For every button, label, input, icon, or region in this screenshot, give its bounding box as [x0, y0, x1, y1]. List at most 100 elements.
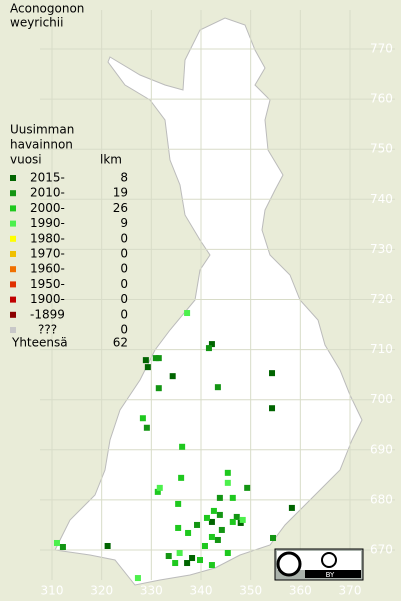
y-tick-label: 690 — [370, 442, 393, 456]
x-tick-label: 320 — [90, 584, 113, 598]
observation — [197, 557, 204, 564]
observation — [142, 357, 149, 364]
observation — [288, 504, 295, 511]
observation — [154, 488, 161, 495]
legend-swatch — [10, 327, 16, 333]
observation — [172, 560, 179, 567]
legend-count: 0 — [120, 307, 128, 321]
license-badge: BY — [274, 548, 364, 581]
y-tick-label: 730 — [370, 242, 393, 256]
observation — [144, 364, 151, 371]
observation — [208, 533, 215, 540]
observation — [185, 529, 192, 536]
observation — [208, 562, 215, 569]
legend-count: 0 — [120, 231, 128, 245]
observation — [224, 479, 231, 486]
grid — [40, 10, 395, 580]
legend-label: 1990- — [30, 216, 65, 230]
legend-count: 0 — [120, 323, 128, 337]
legend-total-label: Yhteensä — [11, 336, 68, 350]
observations — [53, 310, 295, 582]
legend-heading: lkm — [100, 153, 122, 167]
x-tick-label: 310 — [41, 584, 64, 598]
observation — [194, 521, 201, 528]
observation — [214, 536, 221, 543]
y-tick-label: 720 — [370, 292, 393, 306]
x-tick-label: 330 — [140, 584, 163, 598]
observation — [237, 519, 244, 526]
legend-swatch — [10, 251, 16, 257]
legend-swatch — [10, 190, 16, 197]
legend-count: 8 — [120, 171, 128, 185]
y-tick-label: 740 — [370, 192, 393, 206]
observation — [175, 524, 182, 531]
observation — [269, 370, 276, 377]
observation — [53, 539, 60, 546]
legend-swatch — [10, 311, 16, 318]
legend-swatch — [10, 281, 16, 288]
legend-label: 1900- — [30, 292, 65, 306]
observation — [184, 560, 191, 567]
observation — [59, 543, 66, 550]
observation — [175, 500, 182, 507]
legend-swatch — [10, 220, 16, 227]
observation — [224, 469, 231, 476]
legend-swatch — [10, 175, 16, 181]
legend-total: 62 — [113, 336, 128, 350]
observation — [214, 384, 221, 391]
legend-swatch — [10, 296, 16, 303]
observation — [218, 526, 225, 533]
legend-heading: havainnon — [10, 138, 73, 152]
legend-heading: vuosi — [10, 153, 42, 167]
observation — [239, 516, 246, 523]
legend-count: 0 — [120, 292, 128, 306]
legend-label: 1980- — [30, 231, 65, 245]
observation — [178, 474, 185, 481]
y-tick-label: 670 — [370, 543, 393, 557]
legend-label: 1960- — [30, 262, 65, 276]
legend-count: 0 — [120, 277, 128, 291]
legend-label: -1899 — [30, 307, 65, 321]
legend-swatch — [10, 235, 16, 242]
legend-label: 1950- — [30, 277, 65, 291]
observation — [208, 518, 215, 525]
observation — [203, 514, 210, 521]
observation — [179, 443, 186, 450]
observation — [244, 484, 251, 491]
observation — [155, 385, 162, 392]
title: Aconogonon — [10, 2, 84, 16]
y-tick-label: 710 — [370, 342, 393, 356]
observation — [139, 415, 146, 422]
y-tick-label: 680 — [370, 492, 393, 506]
legend-label: 2010- — [30, 186, 65, 200]
observation — [205, 345, 212, 352]
legend-count: 26 — [113, 201, 128, 215]
observation — [155, 355, 162, 362]
y-tick-label: 770 — [370, 42, 393, 56]
observation — [169, 373, 176, 380]
observation — [210, 507, 217, 514]
observation — [104, 542, 111, 549]
observation — [216, 511, 223, 518]
legend-swatch — [10, 205, 16, 212]
legend-label: 2015- — [30, 171, 65, 185]
legend-swatch — [10, 266, 16, 273]
observation — [269, 405, 276, 412]
observation — [224, 550, 231, 557]
observation — [208, 341, 215, 348]
observation — [229, 494, 236, 501]
observation — [156, 484, 163, 491]
legend-count: 0 — [120, 262, 128, 276]
y-tick-label: 700 — [370, 392, 393, 406]
observation — [176, 550, 183, 557]
observation — [229, 518, 236, 525]
observation — [270, 534, 277, 541]
observation — [233, 513, 240, 520]
observation — [189, 555, 196, 562]
legend-label: 1970- — [30, 247, 65, 261]
x-tick-label: 370 — [339, 584, 362, 598]
y-tick-label: 750 — [370, 142, 393, 156]
observation — [143, 424, 150, 431]
legend-count: 9 — [120, 216, 128, 230]
